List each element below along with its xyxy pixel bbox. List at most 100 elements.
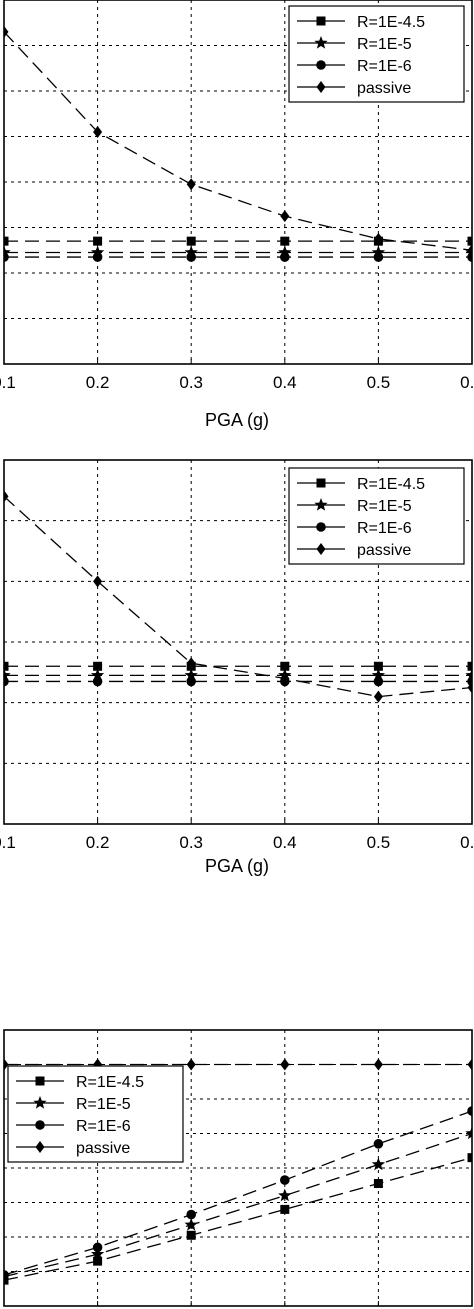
data-point-circle [280, 252, 290, 262]
x-tick-label: 0.1 [0, 833, 16, 852]
data-point-diamond [186, 1058, 196, 1071]
data-point-circle [4, 1270, 9, 1280]
legend-label: R=1E-6 [357, 58, 412, 75]
data-point-circle [92, 252, 103, 262]
data-point-circle [186, 1209, 196, 1220]
data-point-square [4, 661, 9, 671]
axes-frame [3, 459, 473, 825]
data-point-star [184, 1217, 198, 1231]
chart-panel-2: 0.10.20.30.40.50.6PGA (g)R=1E-4.5R=1E-5R… [0, 459, 474, 876]
data-point-diamond [467, 1058, 472, 1071]
legend-marker-square [316, 16, 326, 26]
data-point-diamond [186, 178, 196, 191]
legend-marker-circle [35, 1120, 45, 1130]
data-point-star [90, 1247, 105, 1260]
data-point-star [184, 245, 198, 259]
data-point-square [93, 661, 103, 671]
data-point-star [278, 245, 292, 259]
legend: R=1E-4.5 R=1E-5 R=1E-6 passive [288, 467, 465, 565]
legend-marker-star [314, 36, 328, 49]
data-point-circle [373, 252, 384, 262]
data-point-square [280, 661, 290, 671]
data-point-diamond [280, 1058, 290, 1071]
x-tick-label: 0.2 [86, 833, 110, 852]
legend-label: R=1E-4.5 [357, 14, 425, 31]
x-tick-label: 0.1 [0, 373, 16, 392]
x-tick-label: 0.5 [367, 373, 391, 392]
legend-marker-diamond [35, 1141, 45, 1153]
data-point-diamond [93, 125, 103, 138]
data-point-square [280, 236, 290, 246]
legend-marker-circle [316, 60, 326, 70]
legend-label: passive [357, 542, 411, 559]
data-point-diamond [4, 1058, 9, 1071]
data-point-square [186, 236, 196, 246]
data-point-circle [186, 676, 196, 687]
data-point-diamond [373, 232, 383, 245]
x-tick-label: 0.5 [367, 833, 391, 852]
x-tick-label: 0.4 [273, 373, 297, 392]
data-point-diamond [467, 244, 472, 257]
data-point-diamond [467, 681, 472, 694]
data-point-circle [4, 252, 9, 262]
plot-area [4, 25, 472, 262]
x-tick-label: 0.3 [179, 373, 203, 392]
data-point-diamond [373, 1058, 383, 1071]
data-point-square [373, 1179, 383, 1189]
legend-marker-circle [316, 522, 326, 532]
legend-marker-star [314, 498, 328, 511]
data-point-diamond [280, 210, 290, 223]
data-point-diamond [4, 25, 9, 38]
data-point-circle [92, 1242, 103, 1253]
x-tick-label: 0.6 [460, 373, 474, 392]
data-point-circle [186, 252, 196, 262]
legend-label: R=1E-5 [357, 36, 412, 53]
data-point-star [90, 245, 105, 259]
axes-frame [3, 0, 473, 365]
axes-frame [3, 1029, 473, 1307]
data-point-square [93, 236, 103, 246]
data-point-star [465, 1126, 472, 1140]
legend-label: R=1E-6 [357, 520, 412, 537]
x-tick-label: 0.2 [86, 373, 110, 392]
legend: R=1E-4.5 R=1E-5 R=1E-6 passive [7, 1065, 184, 1163]
data-point-star [371, 245, 386, 259]
legend-label: R=1E-5 [76, 1096, 131, 1113]
legend-label: R=1E-4.5 [357, 476, 425, 493]
series-line-diamond [4, 495, 472, 698]
plot-area [4, 490, 472, 703]
data-point-diamond [93, 575, 103, 588]
data-point-circle [280, 1175, 290, 1185]
data-point-star [278, 1188, 292, 1202]
data-point-circle [4, 676, 9, 687]
legend-marker-square [316, 478, 326, 488]
data-point-diamond [4, 490, 9, 503]
legend-marker-diamond [316, 543, 326, 555]
data-point-star [371, 668, 386, 682]
data-point-star [90, 668, 105, 682]
data-point-square [4, 236, 9, 246]
data-point-star [184, 668, 198, 682]
data-point-square [467, 1153, 472, 1163]
data-point-square [467, 236, 472, 246]
legend-label: R=1E-6 [76, 1118, 131, 1135]
legend: R=1E-4.5 R=1E-5 R=1E-6 passive [288, 5, 465, 103]
legend-label: R=1E-4.5 [76, 1074, 144, 1091]
x-axis-label: PGA (g) [205, 410, 269, 430]
legend-marker-diamond [316, 81, 326, 93]
data-point-square [280, 1204, 290, 1214]
data-point-circle [467, 252, 472, 262]
legend-label: R=1E-5 [357, 498, 412, 515]
series-line-square [4, 1157, 472, 1281]
data-point-circle [373, 1139, 384, 1149]
series-line-diamond [4, 31, 472, 251]
chart-panel-3: R=1E-4.5 R=1E-5 R=1E-6 passive [3, 1029, 473, 1307]
chart-panel-1: 0.1 0.2 0.3 0.4 0.5 0.6 PGA (g) R=1E-4.5 R=1E-5 R… [0, 0, 474, 430]
legend-marker-star [33, 1096, 47, 1109]
legend-label: passive [76, 1140, 130, 1157]
series-line-star [4, 1132, 472, 1278]
data-point-diamond [280, 672, 290, 685]
data-point-circle [92, 676, 103, 687]
data-point-square [93, 1256, 103, 1266]
